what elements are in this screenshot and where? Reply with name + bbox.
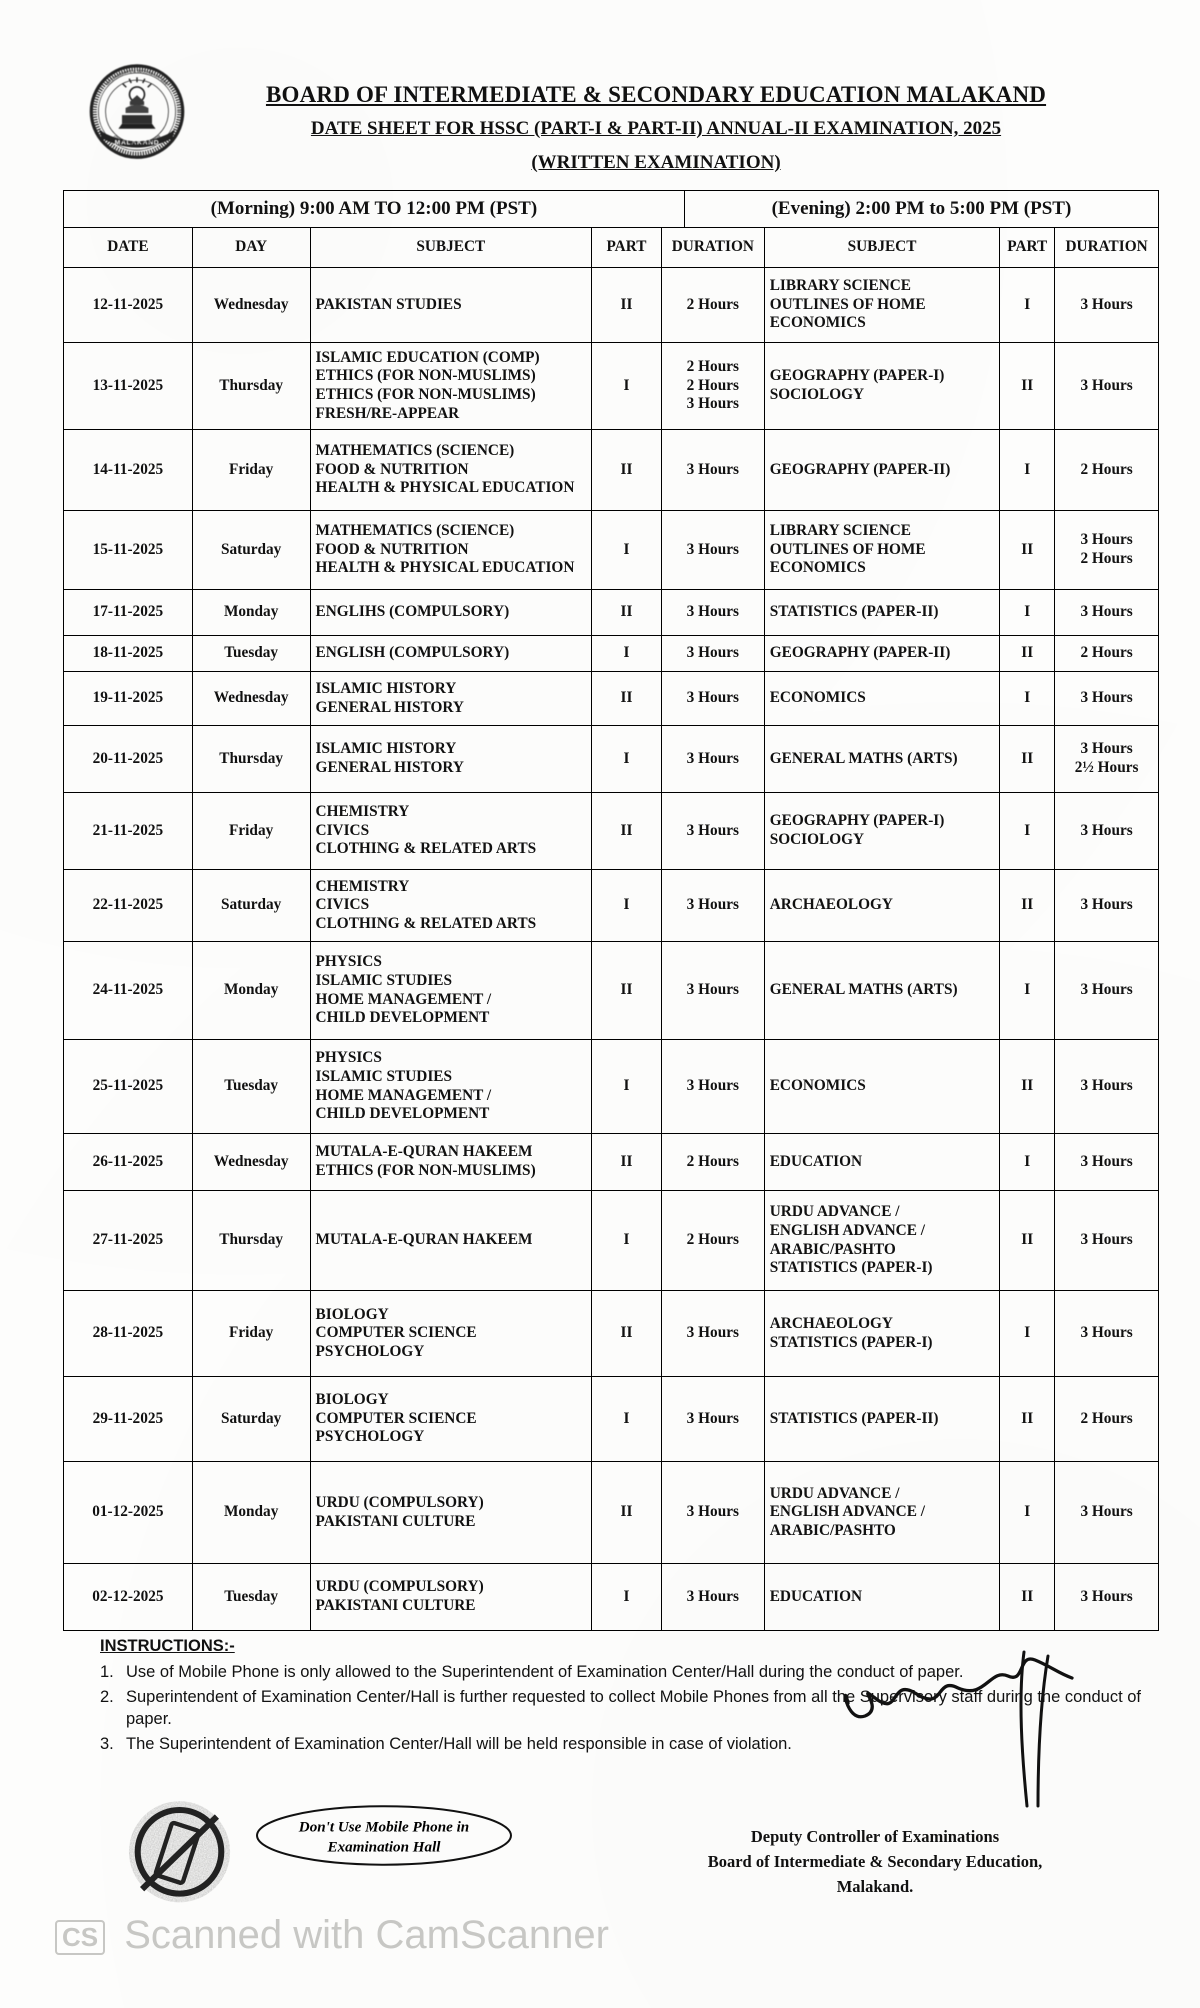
svg-text:Don't Use Mobile Phone in: Don't Use Mobile Phone in xyxy=(298,1819,469,1835)
svg-text:Examination Hall: Examination Hall xyxy=(327,1840,442,1856)
